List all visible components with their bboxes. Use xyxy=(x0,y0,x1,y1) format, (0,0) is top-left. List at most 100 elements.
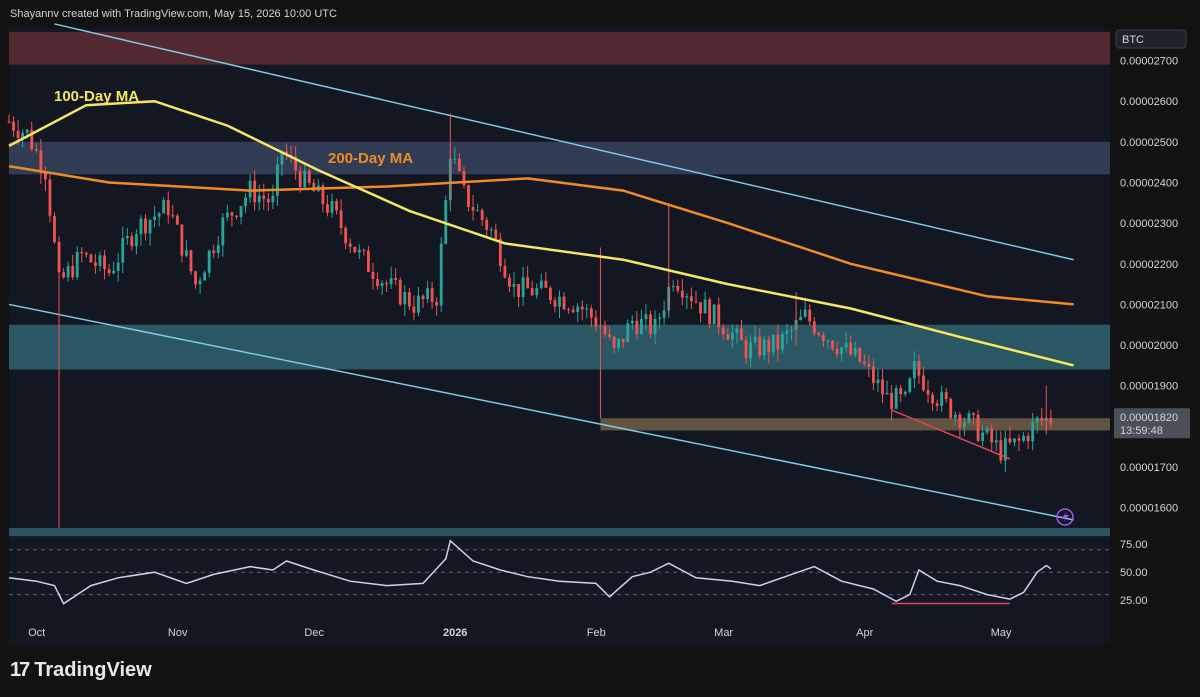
candle-body xyxy=(153,216,156,220)
candle xyxy=(485,217,489,237)
candle xyxy=(1040,407,1044,426)
ma100-line xyxy=(8,99,1074,367)
price-tick-label: 0.00002700 xyxy=(1120,56,1178,68)
candle xyxy=(639,309,643,336)
candle xyxy=(266,192,270,211)
candle-body xyxy=(221,217,225,246)
candle xyxy=(749,335,752,368)
candle-body xyxy=(148,219,152,234)
candle-body xyxy=(75,251,79,278)
candle xyxy=(612,335,616,354)
candle xyxy=(912,351,916,389)
candle xyxy=(635,311,639,340)
candle-body xyxy=(535,287,539,296)
candle xyxy=(389,266,393,289)
alert-lightning-icon xyxy=(1056,508,1074,526)
candle-body xyxy=(407,292,411,307)
candle xyxy=(685,293,689,310)
candle xyxy=(7,114,11,124)
candle xyxy=(207,249,211,278)
candle-body xyxy=(571,309,575,313)
candle xyxy=(826,339,830,350)
candle xyxy=(926,380,930,403)
candle xyxy=(494,223,498,240)
candle-body xyxy=(107,269,111,274)
candle-body xyxy=(926,390,930,395)
candle-body xyxy=(712,304,716,325)
candle xyxy=(153,206,156,228)
candle-body xyxy=(985,428,989,433)
candle-body xyxy=(471,207,475,211)
candle xyxy=(166,191,170,224)
candle xyxy=(744,336,748,365)
candle-body xyxy=(558,296,561,307)
candle-body xyxy=(398,279,402,305)
candle xyxy=(462,166,466,189)
candle xyxy=(840,346,843,362)
candle xyxy=(690,287,693,310)
candle xyxy=(417,287,420,317)
candle xyxy=(831,339,834,351)
candle-body xyxy=(344,227,348,244)
candle-body xyxy=(262,195,266,199)
candle xyxy=(326,195,329,217)
candle-body xyxy=(462,170,466,186)
candle-body xyxy=(7,121,11,123)
candle xyxy=(221,213,225,257)
candle-body xyxy=(917,361,921,376)
candle-body xyxy=(544,280,548,288)
candle-body xyxy=(1035,417,1039,423)
candle xyxy=(753,325,757,346)
candles xyxy=(7,113,1053,528)
candle-body xyxy=(1008,438,1012,443)
candle-body xyxy=(130,236,134,247)
candle xyxy=(585,304,589,319)
candle-body xyxy=(976,414,980,441)
candle xyxy=(903,390,907,397)
candle xyxy=(603,320,607,338)
candle xyxy=(721,324,725,340)
candle-body xyxy=(1049,417,1053,424)
candle-body xyxy=(771,334,775,353)
candle-body xyxy=(858,347,862,362)
candle xyxy=(526,266,530,289)
candle xyxy=(426,280,429,304)
candle xyxy=(512,272,516,298)
candle xyxy=(626,319,630,343)
candle xyxy=(467,184,470,212)
candle xyxy=(717,297,721,335)
upper-range-zone xyxy=(9,141,1110,175)
candle-body xyxy=(753,336,757,343)
candle-body xyxy=(644,314,648,320)
candle xyxy=(134,229,138,255)
candle xyxy=(894,384,898,410)
candle xyxy=(730,324,734,349)
candle-body xyxy=(603,325,607,335)
candle xyxy=(371,262,375,290)
candle xyxy=(30,121,34,152)
candle-body xyxy=(758,336,762,356)
candle xyxy=(694,291,698,304)
candle xyxy=(862,353,866,367)
candle-body xyxy=(116,262,120,271)
candle-body xyxy=(198,280,202,285)
candle-body xyxy=(849,342,853,355)
candle-body xyxy=(653,318,657,334)
candle xyxy=(858,347,862,364)
candle-body xyxy=(162,200,166,214)
candle xyxy=(963,417,966,436)
candle-body xyxy=(121,238,125,263)
candle xyxy=(476,203,480,212)
time-tick-label: May xyxy=(991,627,1012,639)
candle-body xyxy=(872,366,875,384)
candle xyxy=(34,143,38,153)
candle xyxy=(812,317,816,337)
candle-body xyxy=(608,334,611,337)
time-tick-label: Dec xyxy=(304,627,324,639)
candle-body xyxy=(134,234,138,247)
candle xyxy=(225,204,229,221)
candle xyxy=(362,248,366,256)
candle-body xyxy=(922,375,925,391)
channel-upper-line xyxy=(54,23,1074,261)
candle xyxy=(617,337,621,353)
